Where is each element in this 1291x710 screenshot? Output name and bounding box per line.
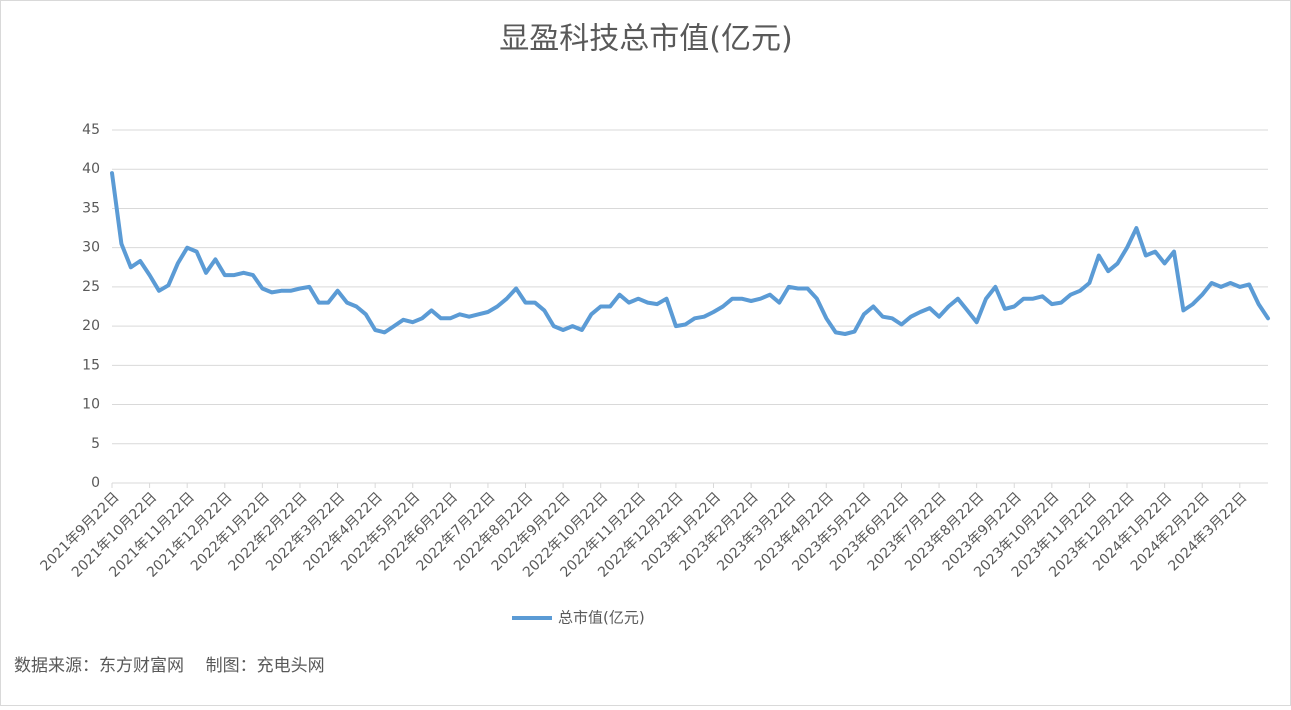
data-line [110,171,1270,336]
y-tick-label: 30 [82,240,100,256]
y-tick-label: 45 [82,122,100,138]
y-tick-label: 15 [82,357,100,373]
footer: 数据来源：东方财富网 制图：充电头网 [14,656,325,676]
y-tick-label: 0 [91,475,100,491]
y-tick-label: 40 [82,161,100,177]
y-tick-label: 35 [82,200,100,216]
y-tick-label: 25 [82,279,100,295]
y-tick-label: 10 [82,397,100,413]
y-tick-label: 5 [91,436,100,452]
chart-title: 显盈科技总市值(亿元) [499,22,792,57]
y-tick-label: 20 [82,318,100,334]
legend-label: 总市值(亿元) [558,609,645,627]
